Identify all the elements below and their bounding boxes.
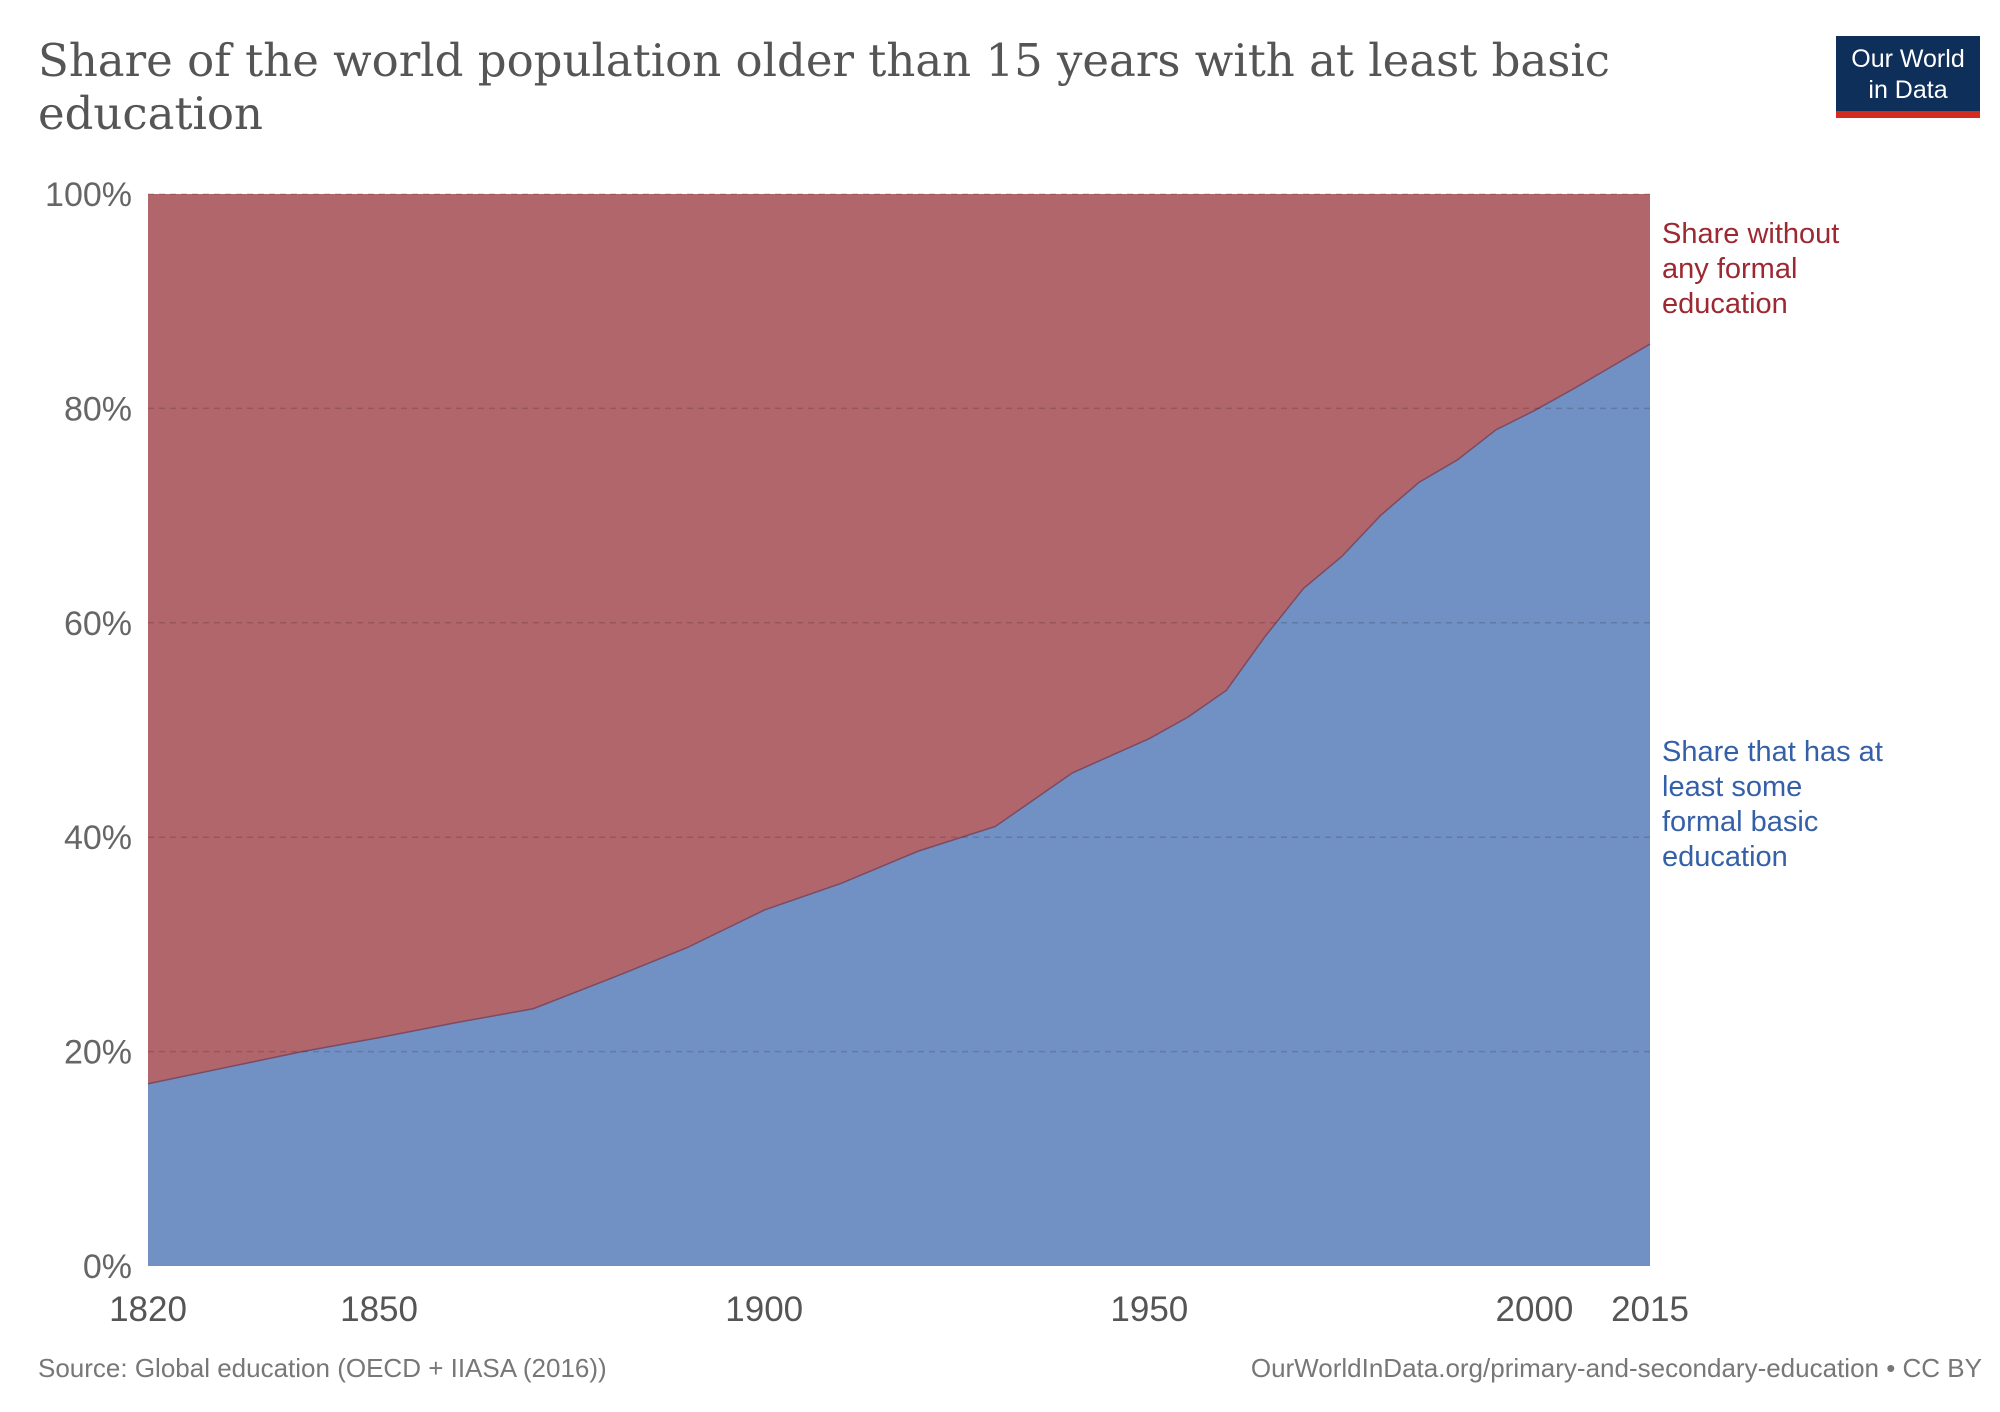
x-tick-label: 1820 [109, 1290, 187, 1329]
y-tick-label: 0% [83, 1248, 132, 1286]
series-label-line: Share that has at [1662, 736, 1883, 768]
series-label-line: least some [1662, 771, 1802, 803]
x-tick-label: 1850 [340, 1290, 418, 1329]
series-label-line: education [1662, 841, 1788, 873]
source-note: Source: Global education (OECD + IIASA (… [38, 1353, 607, 1383]
y-axis: 0% 20% 40% 60% 80% 100% [45, 176, 132, 1286]
x-tick-label: 1900 [725, 1290, 803, 1329]
series-boundary-line [147, 343, 1651, 1085]
series-label-0: Share that has at least some formal basic e… [1662, 736, 1883, 873]
y-tick-label: 80% [64, 390, 132, 428]
series-label-line: any formal [1662, 253, 1797, 285]
logo-text-line2: in Data [1868, 76, 1947, 104]
series-label-1: Share without any formal education [1662, 218, 1839, 320]
y-tick-label: 60% [64, 605, 132, 643]
x-tick-label: 2015 [1611, 1290, 1689, 1329]
chart-title-line1: Share of the world population older than… [38, 34, 1610, 87]
series-label-line: formal basic [1662, 806, 1818, 838]
area-series-0[interactable] [148, 344, 1650, 1267]
grid-layer [148, 193, 1650, 1053]
area-layer [147, 194, 1651, 1267]
x-axis: 1820 1850 1900 1950 2000 2015 [109, 1290, 1689, 1329]
y-tick-label: 20% [64, 1034, 132, 1072]
y-tick-label: 40% [64, 819, 132, 857]
series-label-line: Share without [1662, 218, 1839, 250]
series-label-line: education [1662, 288, 1788, 320]
credit-link[interactable]: OurWorldInData.org/primary-and-secondary… [1251, 1353, 1982, 1383]
owid-logo[interactable]: Our World in Data [1836, 36, 1980, 118]
chart-title-line2: education [38, 87, 263, 140]
logo-accent-bar [1836, 111, 1980, 118]
x-tick-label: 2000 [1496, 1290, 1574, 1329]
area-series-1[interactable] [148, 194, 1650, 1084]
series-labels: Share that has at least some formal basic e… [1662, 218, 1883, 873]
x-tick-label: 1950 [1110, 1290, 1188, 1329]
logo-background [1836, 36, 1980, 114]
logo-text-line1: Our World [1851, 45, 1964, 73]
y-tick-label: 100% [45, 176, 132, 214]
